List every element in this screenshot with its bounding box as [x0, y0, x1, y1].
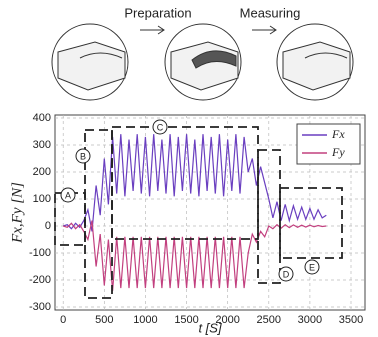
y-tick-label: 0: [45, 220, 51, 232]
figure: Preparation Measuring -300 -200 -100 0 100 20…: [0, 0, 378, 337]
annotation-label: C: [157, 122, 164, 132]
y-tick-label: 400: [33, 112, 51, 124]
annotation-label: E: [309, 262, 315, 272]
y-tick-label: -200: [29, 274, 51, 286]
x-tick-label: 2500: [257, 314, 281, 326]
annotation-label: D: [283, 269, 290, 279]
arrow: [252, 26, 276, 34]
arrow: [140, 26, 164, 34]
x-tick-label: 1500: [174, 314, 198, 326]
x-tick-label: 3500: [339, 314, 363, 326]
y-tick-label: 300: [33, 139, 51, 151]
legend-label: Fy: [331, 145, 345, 159]
legend-box: [297, 124, 360, 164]
annotation-label: A: [65, 190, 71, 200]
y-tick-label: -300: [29, 301, 51, 313]
x-axis-label: t [S]: [198, 320, 222, 335]
step-label: Measuring: [240, 5, 301, 20]
annotation-label: B: [80, 151, 86, 161]
x-tick-label: 3000: [298, 314, 322, 326]
y-tick-label: -100: [29, 247, 51, 259]
step-label: Preparation: [124, 5, 191, 20]
process-diagram: Preparation Measuring: [52, 5, 353, 100]
x-tick-label: 0: [60, 314, 66, 326]
x-tick-label: 1000: [133, 314, 157, 326]
y-tick-label: 200: [33, 166, 51, 178]
x-tick-label: 500: [95, 314, 113, 326]
y-axis-label: Fx,Fy [N]: [9, 182, 25, 244]
y-tick-label: 100: [33, 193, 51, 205]
legend-label: Fx: [331, 127, 345, 141]
